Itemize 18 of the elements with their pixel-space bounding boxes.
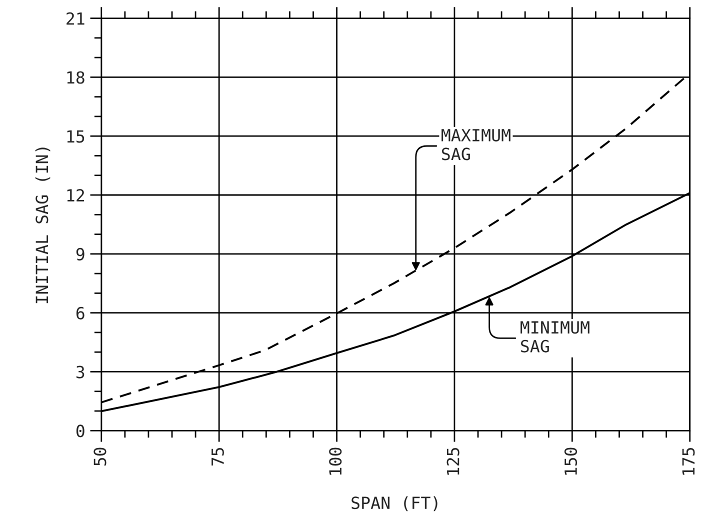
y-tick-label: 18 xyxy=(67,71,84,84)
x-axis-title: SPAN (FT) xyxy=(352,496,438,512)
x-tick-label: 125 xyxy=(446,448,460,475)
annotation: MINIMUM SAG xyxy=(520,321,590,352)
x-tick-label: 50 xyxy=(94,448,106,466)
y-tick-label: 0 xyxy=(76,424,84,438)
x-tick-label: 150 xyxy=(564,448,578,475)
y-tick-label: 15 xyxy=(67,130,84,143)
y-tick-label: 6 xyxy=(76,306,84,320)
y-tick-label: 3 xyxy=(76,366,84,378)
x-tick-label: 175 xyxy=(682,448,695,475)
annotation: MAXIMUM SAG xyxy=(442,129,510,160)
x-tick-label: 100 xyxy=(329,448,342,475)
x-tick-label: 75 xyxy=(212,448,224,466)
y-tick-label: 9 xyxy=(76,248,84,261)
y-axis-title: INITIAL SAG (IN) xyxy=(35,148,50,304)
y-tick-label: 21 xyxy=(66,12,84,25)
y-tick-label: 12 xyxy=(67,189,84,202)
